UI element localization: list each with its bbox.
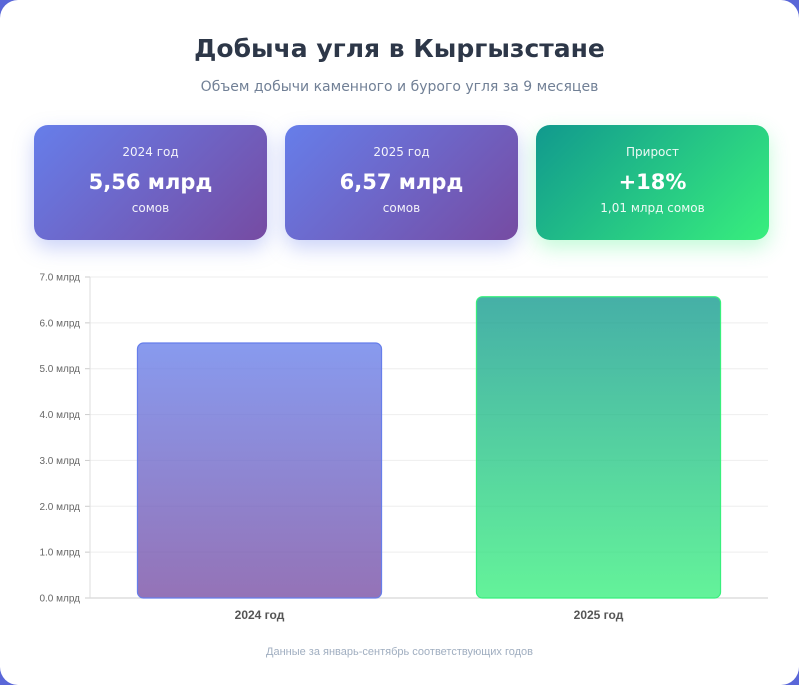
bar-2[interactable] — [475, 296, 722, 599]
bar-1[interactable] — [136, 342, 383, 599]
stat-value: 5,56 млрд — [88, 170, 213, 194]
y-tick-label: 3.0 млрд — [39, 456, 80, 467]
stat-card-growth: Прирост +18% 1,01 млрд сомов — [536, 125, 769, 240]
bar-chart: 0.0 млрд 1.0 млрд 2.0 млрд 3.0 млрд 4.0 млрд… — [39, 273, 768, 622]
stat-label: 2024 год — [122, 145, 179, 159]
y-tick-label: 4.0 млрд — [39, 410, 80, 421]
stat-unit: сомов — [382, 201, 421, 215]
y-tick-label: 5.0 млрд — [39, 364, 80, 375]
stat-card-2025: 2025 год 6,57 млрд сомов — [285, 125, 518, 240]
y-tick-label: 0.0 млрд — [39, 594, 80, 605]
page-title: Добыча угля в Кыргызстане — [194, 34, 605, 63]
stat-label: Прирост — [626, 145, 679, 159]
stat-value: +18% — [618, 170, 687, 194]
stat-value: 6,57 млрд — [339, 170, 464, 194]
y-tick-label: 6.0 млрд — [39, 318, 80, 329]
y-tick-label: 1.0 млрд — [39, 548, 80, 559]
y-tick-label: 7.0 млрд — [39, 273, 80, 284]
stat-card-2024: 2024 год 5,56 млрд сомов — [34, 125, 267, 240]
y-tick-label: 2.0 млрд — [39, 502, 80, 513]
x-tick-label: 2025 год — [574, 608, 624, 622]
page-subtitle: Объем добычи каменного и бурого угля за … — [200, 79, 599, 95]
stat-unit: 1,01 млрд сомов — [600, 201, 705, 215]
stat-unit: сомов — [131, 201, 170, 215]
stat-label: 2025 год — [373, 145, 430, 159]
footnote: Данные за январь-сентябрь соответствующи… — [266, 646, 533, 658]
x-tick-label: 2024 год — [235, 608, 285, 622]
